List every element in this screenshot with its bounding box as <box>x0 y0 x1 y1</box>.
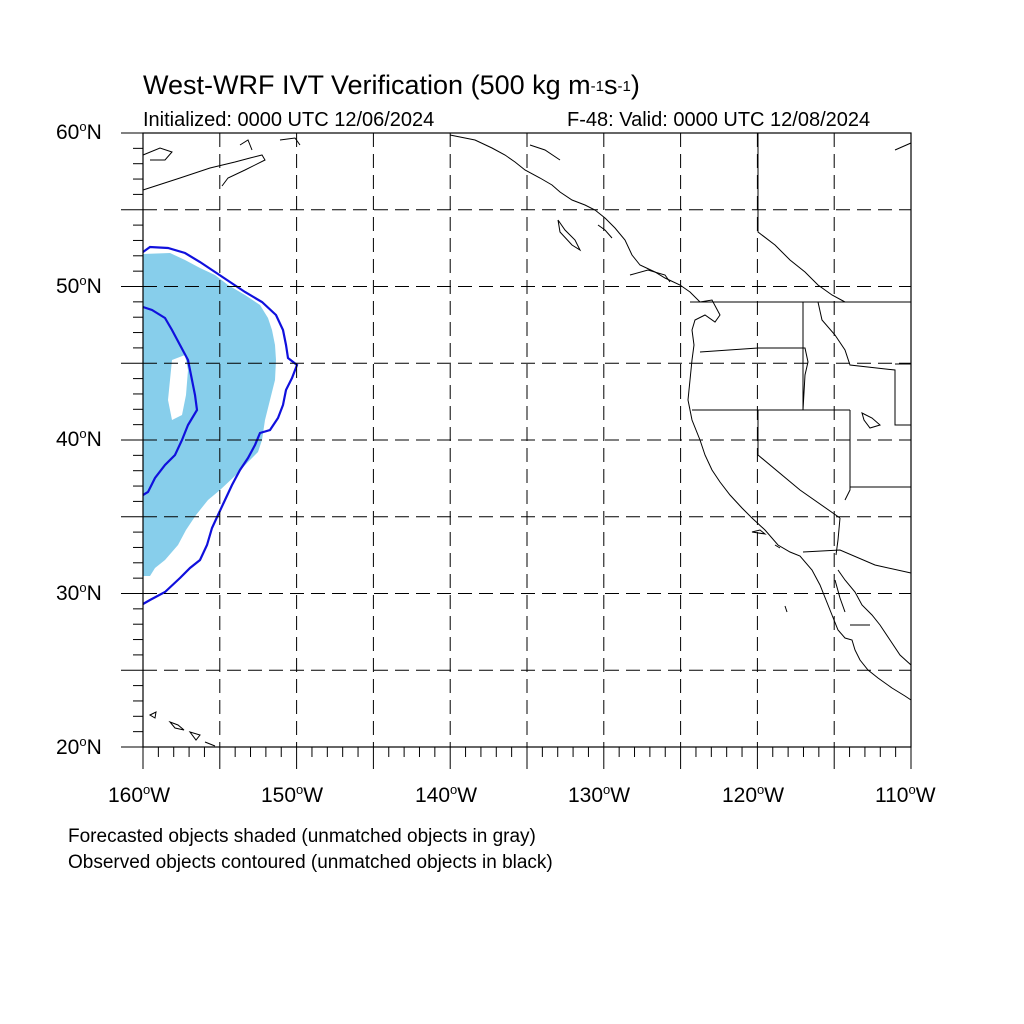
lat-label-30n: 30oN <box>56 580 102 605</box>
axis-ticks <box>121 132 912 769</box>
map-frame <box>142 132 912 748</box>
lon-label-150w: 150oW <box>261 782 324 807</box>
lat-label-50n: 50oN <box>56 273 102 298</box>
forecast-ivt-object <box>143 253 276 576</box>
legend-observed-note: Observed objects contoured (unmatched ob… <box>68 852 553 873</box>
lon-label-160w: 160oW <box>108 782 171 807</box>
valid-time: F-48: Valid: 0000 UTC 12/08/2024 <box>567 109 871 131</box>
lat-label-40n: 40oN <box>56 426 102 451</box>
observed-ivt-contour <box>142 245 299 605</box>
lon-label-140w: 140oW <box>415 782 478 807</box>
coastlines <box>142 134 912 747</box>
chart-title: West-WRF IVT Verification (500 kg m-1s-1… <box>143 70 640 100</box>
lon-label-120w: 120oW <box>722 782 785 807</box>
political-borders <box>690 133 912 626</box>
legend-forecast-note: Forecasted objects shaded (unmatched obj… <box>68 826 536 847</box>
observed-ivt-contour-inner <box>142 305 199 496</box>
lat-label-60n: 60oN <box>56 119 102 144</box>
lon-label-110w: 110oW <box>875 782 936 807</box>
initialized-time: Initialized: 0000 UTC 12/06/2024 <box>143 109 435 131</box>
lat-label-20n: 20oN <box>56 734 102 759</box>
lat-lon-grid <box>143 133 911 747</box>
lon-label-130w: 130oW <box>568 782 631 807</box>
